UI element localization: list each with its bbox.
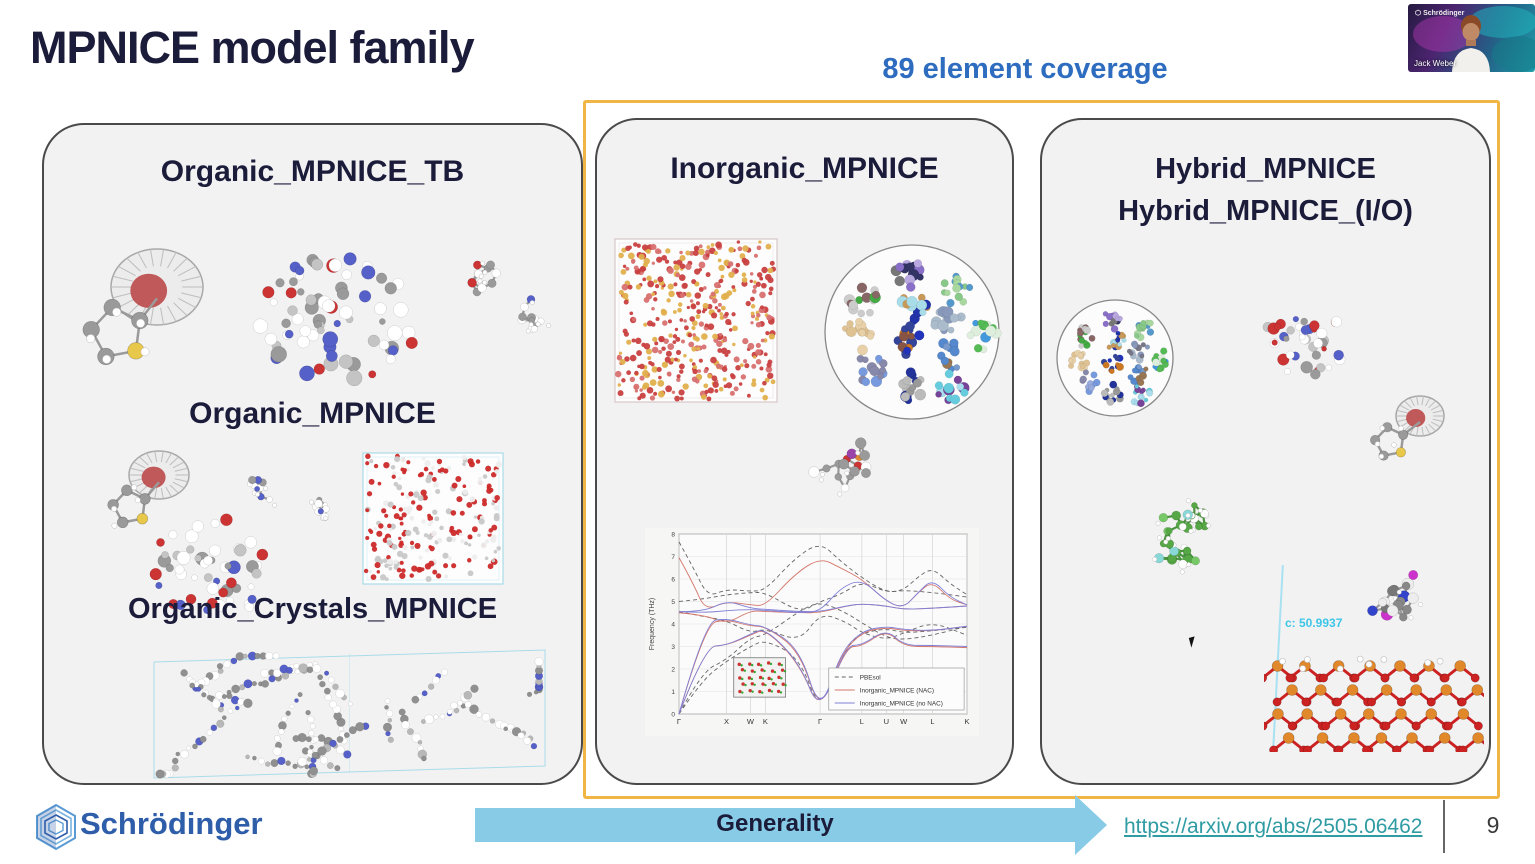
panel-hybrid: Hybrid_MPNICE Hybrid_MPNICE_(I/O) c: 50.… xyxy=(1040,118,1491,785)
schrodinger-logo-text: Schrödinger xyxy=(80,806,263,841)
panel-inorganic: Inorganic_MPNICE 0 1 2 3 4 5 6 7 8 Γ X W K Γ L U W L K Freq… xyxy=(595,118,1014,785)
generality-arrow-body xyxy=(475,808,1075,842)
svg-text:Γ: Γ xyxy=(677,717,681,726)
heading-hybrid-mpnice: Hybrid_MPNICE xyxy=(1155,153,1376,185)
molecular-crystal-packing-icon xyxy=(153,649,546,779)
coverage-outline-box xyxy=(583,100,1500,799)
footer-divider xyxy=(1443,800,1445,853)
svg-text:X: X xyxy=(724,717,729,726)
molecule-small-2-icon xyxy=(309,496,330,522)
oxide-melt-box-icon xyxy=(614,238,778,403)
svg-text:2: 2 xyxy=(671,666,675,673)
svg-text:Inorganic_MPNICE (no NAC): Inorganic_MPNICE (no NAC) xyxy=(860,700,943,707)
svg-text:W: W xyxy=(900,717,908,726)
heading-organic-mpnice: Organic_MPNICE xyxy=(189,397,436,430)
svg-text:0: 0 xyxy=(671,711,675,718)
webcam-thumbnail[interactable]: ⬡ Schrödinger Jack Weber xyxy=(1408,4,1535,72)
molecule-conformer-ensemble-small-icon xyxy=(149,513,269,619)
molecule-thiophene-small-icon xyxy=(107,450,190,529)
molecule-thiophene-conformers-icon xyxy=(82,248,204,366)
svg-text:K: K xyxy=(964,717,969,726)
svg-text:4: 4 xyxy=(671,621,675,628)
heading-inorganic-mpnice: Inorganic_MPNICE xyxy=(670,152,939,185)
svg-text:Frequency (THz): Frequency (THz) xyxy=(649,598,656,651)
molecule-hydroxypyrazine-icon xyxy=(517,295,552,334)
svg-text:7: 7 xyxy=(671,554,675,561)
webcam-video-frame xyxy=(1413,6,1535,72)
svg-text:3: 3 xyxy=(671,644,675,651)
svg-text:Γ: Γ xyxy=(818,717,822,726)
molecule-green-ligand-icon xyxy=(1152,498,1212,575)
molecule-adsorbate-icon xyxy=(1367,570,1424,622)
heading-organic-crystals-mpnice: Organic_Crystals_MPNICE xyxy=(127,593,498,625)
heading-organic-mpnice-tb: Organic_MPNICE_TB xyxy=(160,155,465,188)
panel-organic: Organic_MPNICE_TB Organic_MPNICE Organic… xyxy=(42,123,583,785)
coverage-label: 89 element coverage xyxy=(882,53,1168,85)
page-number: 9 xyxy=(1486,812,1500,838)
svg-text:W: W xyxy=(747,717,755,726)
inorganic-crystal-collection-icon xyxy=(824,244,1002,420)
svg-text:Inorganic_MPNICE (NAC): Inorganic_MPNICE (NAC) xyxy=(860,687,934,694)
svg-text:L: L xyxy=(860,717,864,726)
svg-text:5: 5 xyxy=(671,599,675,606)
molecule-pyrazinone-icon xyxy=(467,260,501,297)
slide-title: MPNICE model family xyxy=(30,22,475,73)
heading-hybrid-mpnice-io: Hybrid_MPNICE_(I/O) xyxy=(1118,195,1413,228)
svg-text:6: 6 xyxy=(671,576,675,583)
svg-text:L: L xyxy=(930,717,934,726)
molecule-small-1-icon xyxy=(247,475,278,508)
oxide-surface-slab-icon xyxy=(1264,655,1484,752)
water-box-simulation-icon xyxy=(362,452,504,585)
webcam-participant-name: Jack Weber xyxy=(1414,59,1457,68)
molecule-conformer-ensemble-right-icon xyxy=(1262,315,1346,380)
svg-text:1: 1 xyxy=(671,689,675,696)
webcam-watermark: ⬡ Schrödinger xyxy=(1415,10,1465,17)
svg-text:8: 8 xyxy=(671,531,675,538)
molecule-conformer-ensemble-icon xyxy=(252,252,418,387)
generality-label: Generality xyxy=(716,810,834,837)
svg-text:K: K xyxy=(763,717,768,726)
svg-text:U: U xyxy=(884,717,889,726)
generality-arrow: Generality xyxy=(475,795,1107,855)
inorganic-crystal-collection-small-icon xyxy=(1056,299,1174,417)
arxiv-link[interactable]: https://arxiv.org/abs/2505.06462 xyxy=(1124,815,1423,838)
cell-dimension-label: c: 50.9937 xyxy=(1285,616,1343,630)
molecule-thiophene-right-icon xyxy=(1370,395,1445,461)
schrodinger-logo-icon xyxy=(36,803,76,851)
svg-text:PBEsol: PBEsol xyxy=(860,674,881,681)
generality-arrow-head-icon xyxy=(1075,795,1107,855)
molecule-ammonium-phosphate-icon xyxy=(808,437,872,497)
